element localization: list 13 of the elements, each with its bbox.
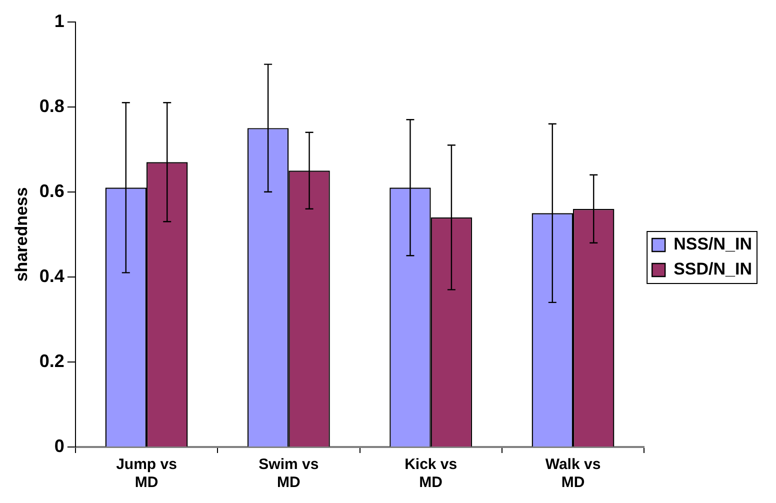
y-axis-title: sharedness bbox=[12, 187, 31, 282]
y-tick-label: 1 bbox=[54, 10, 64, 31]
x-tick-label: Walk vs MD bbox=[545, 456, 601, 492]
x-tick-label: Swim vs MD bbox=[258, 456, 319, 492]
y-tick-label: 0.8 bbox=[39, 96, 64, 116]
y-tick-label: 0.4 bbox=[39, 266, 64, 286]
y-tick-label: 0.2 bbox=[39, 350, 64, 371]
y-tick-label: 0.6 bbox=[39, 180, 64, 201]
x-tick-label: Jump vs MD bbox=[116, 456, 177, 492]
y-tick-label: 0 bbox=[54, 436, 64, 456]
legend-label: SSD/N_IN bbox=[674, 260, 752, 279]
legend-label: NSS/N_IN bbox=[674, 234, 752, 254]
x-tick-label: Kick vs MD bbox=[404, 456, 458, 492]
